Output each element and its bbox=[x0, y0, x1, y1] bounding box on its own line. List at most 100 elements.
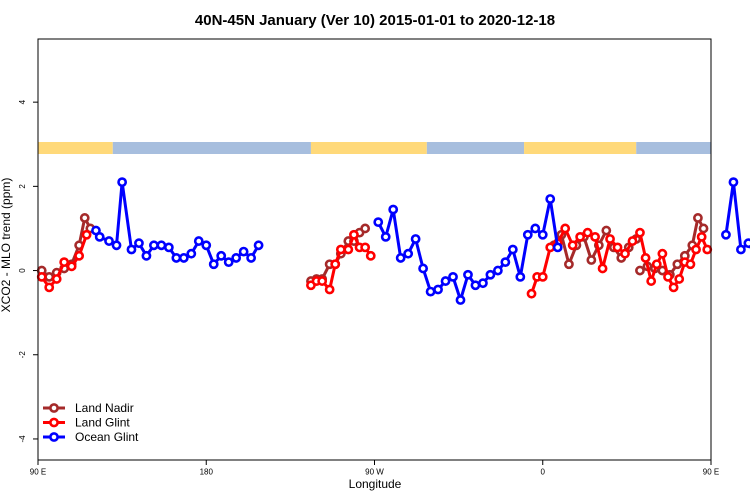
data-point bbox=[728, 177, 739, 188]
data-point bbox=[51, 274, 62, 284]
data-point bbox=[66, 261, 77, 272]
data-point bbox=[388, 204, 399, 215]
y-tick-label: -4 bbox=[18, 435, 27, 443]
data-point bbox=[537, 229, 548, 240]
data-point bbox=[141, 250, 152, 261]
x-tick-label: 180 bbox=[200, 468, 214, 477]
data-point bbox=[59, 257, 70, 268]
data-point bbox=[365, 250, 376, 261]
band-segment-ocean bbox=[426, 142, 525, 154]
y-tick-label: 2 bbox=[18, 184, 27, 189]
data-point bbox=[582, 227, 593, 238]
data-point bbox=[74, 250, 85, 261]
x-tick-label: 0 bbox=[541, 468, 546, 477]
data-point bbox=[79, 213, 90, 223]
data-point bbox=[545, 194, 556, 204]
data-point bbox=[36, 271, 47, 282]
data-point bbox=[418, 263, 429, 274]
data-point bbox=[526, 288, 537, 299]
series-line bbox=[530, 226, 709, 295]
data-point bbox=[44, 271, 55, 282]
data-point bbox=[208, 259, 219, 270]
data-point bbox=[522, 229, 533, 240]
data-point bbox=[515, 271, 526, 282]
data-point bbox=[635, 265, 645, 276]
data-point bbox=[149, 240, 159, 251]
data-point bbox=[403, 248, 414, 259]
data-point bbox=[620, 248, 630, 259]
data-point bbox=[163, 242, 174, 253]
band-segment-land bbox=[524, 142, 637, 154]
y-axis-label: XCO2 - MLO trend (ppm) bbox=[0, 178, 13, 313]
data-point bbox=[485, 269, 496, 280]
data-point bbox=[448, 271, 458, 282]
band-segment-land bbox=[310, 142, 427, 154]
data-point bbox=[478, 278, 488, 289]
data-point bbox=[507, 244, 518, 255]
data-point bbox=[590, 231, 600, 242]
data-point bbox=[640, 253, 651, 263]
y-tick-label: 0 bbox=[18, 268, 27, 273]
data-point bbox=[537, 271, 548, 282]
data-point bbox=[545, 242, 556, 253]
data-point bbox=[455, 295, 466, 305]
data-point bbox=[201, 240, 212, 251]
data-point bbox=[193, 236, 204, 246]
series-ocean-glint bbox=[91, 177, 750, 305]
data-point bbox=[343, 244, 354, 255]
data-point bbox=[94, 231, 105, 242]
series-land-glint bbox=[36, 223, 713, 299]
data-point bbox=[134, 238, 144, 249]
x-tick-label: 90 E bbox=[703, 468, 719, 477]
series-layer bbox=[36, 177, 750, 305]
x-tick-label: 90 E bbox=[30, 468, 46, 477]
data-point bbox=[743, 238, 750, 249]
data-point bbox=[156, 240, 167, 251]
data-point bbox=[44, 282, 55, 293]
data-point bbox=[698, 223, 709, 234]
data-point bbox=[586, 255, 597, 265]
data-point bbox=[597, 263, 608, 274]
data-point bbox=[104, 236, 114, 246]
band-segment-ocean bbox=[112, 142, 311, 154]
data-point bbox=[564, 259, 574, 270]
data-point bbox=[111, 240, 122, 251]
data-point bbox=[612, 242, 623, 253]
data-point bbox=[373, 217, 384, 228]
data-point bbox=[349, 229, 359, 240]
data-point bbox=[117, 177, 128, 188]
data-point bbox=[433, 284, 443, 295]
data-point bbox=[440, 276, 451, 286]
data-point bbox=[492, 265, 503, 276]
data-point bbox=[605, 234, 615, 244]
y-tick-label: -2 bbox=[18, 351, 27, 359]
x-tick-label: 90 W bbox=[365, 468, 384, 477]
data-point bbox=[693, 213, 703, 223]
data-point bbox=[674, 274, 685, 284]
data-point bbox=[178, 253, 189, 263]
data-point bbox=[126, 244, 137, 255]
data-point bbox=[246, 253, 257, 263]
legend-marker bbox=[49, 403, 59, 413]
data-point bbox=[651, 259, 662, 270]
data-point bbox=[635, 227, 645, 238]
data-point bbox=[231, 253, 242, 263]
chart-title: 40N-45N January (Ver 10) 2015-01-01 to 2… bbox=[195, 12, 555, 29]
data-point bbox=[324, 284, 335, 295]
data-point bbox=[360, 242, 371, 253]
data-point bbox=[410, 234, 421, 244]
data-point bbox=[736, 244, 746, 255]
data-point bbox=[663, 271, 673, 282]
data-point bbox=[186, 248, 197, 259]
legend-label: Ocean Glint bbox=[75, 430, 139, 444]
legend-label: Land Glint bbox=[75, 416, 130, 430]
data-point bbox=[575, 231, 586, 242]
data-point bbox=[672, 259, 683, 270]
data-point bbox=[668, 282, 679, 293]
data-point bbox=[552, 242, 563, 253]
data-point bbox=[330, 259, 341, 270]
data-point bbox=[685, 259, 696, 270]
series-line bbox=[376, 197, 560, 302]
